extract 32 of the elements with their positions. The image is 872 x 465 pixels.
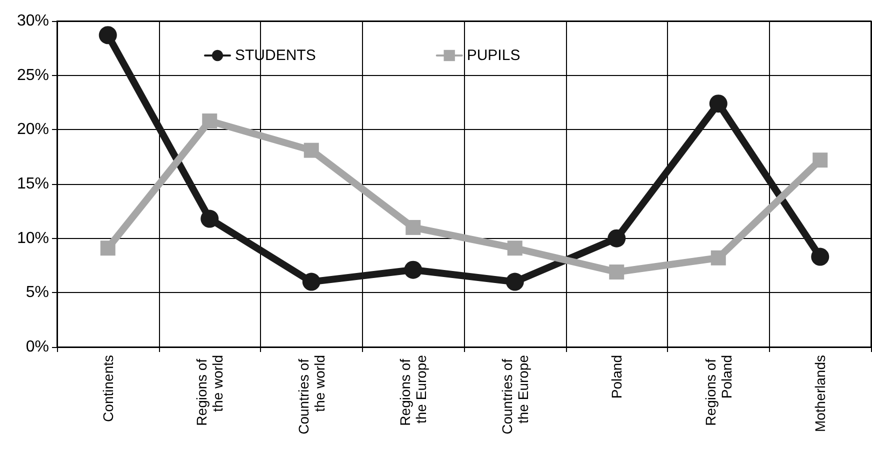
point xyxy=(406,220,421,235)
point xyxy=(302,272,320,291)
x-tick-label: Motherlands xyxy=(812,355,828,432)
point xyxy=(608,229,626,248)
point xyxy=(709,94,728,113)
point xyxy=(609,264,624,280)
point xyxy=(98,26,117,44)
x-tick-label: Regions of the world xyxy=(194,355,226,426)
x-tick-label: Countries of the world xyxy=(295,355,328,434)
point xyxy=(404,260,422,279)
y-tick-label: 20% xyxy=(16,121,49,138)
y-tick-label: 10% xyxy=(16,230,49,247)
point xyxy=(200,210,219,228)
y-tick-label: 0% xyxy=(26,338,49,356)
point xyxy=(304,142,319,158)
y-tick-label: 5% xyxy=(26,284,49,302)
legend-label: PUPILS xyxy=(466,47,520,64)
x-tick-label: Regions of the Europe xyxy=(397,354,430,426)
point xyxy=(100,240,116,256)
point xyxy=(811,248,830,266)
point xyxy=(202,113,218,128)
y-tick-label: 25% xyxy=(16,66,49,84)
x-tick-label: Countries of the Europe xyxy=(498,354,531,434)
point xyxy=(812,152,828,168)
point xyxy=(507,240,522,256)
x-tick-label: Poland xyxy=(608,355,625,399)
y-tick-label: 30% xyxy=(16,12,49,30)
point xyxy=(506,272,524,291)
point xyxy=(710,250,726,266)
x-tick-label: Continents xyxy=(100,355,116,422)
x-tick-label: Regions of Poland xyxy=(702,355,734,426)
y-tick-label: 15% xyxy=(16,176,49,192)
